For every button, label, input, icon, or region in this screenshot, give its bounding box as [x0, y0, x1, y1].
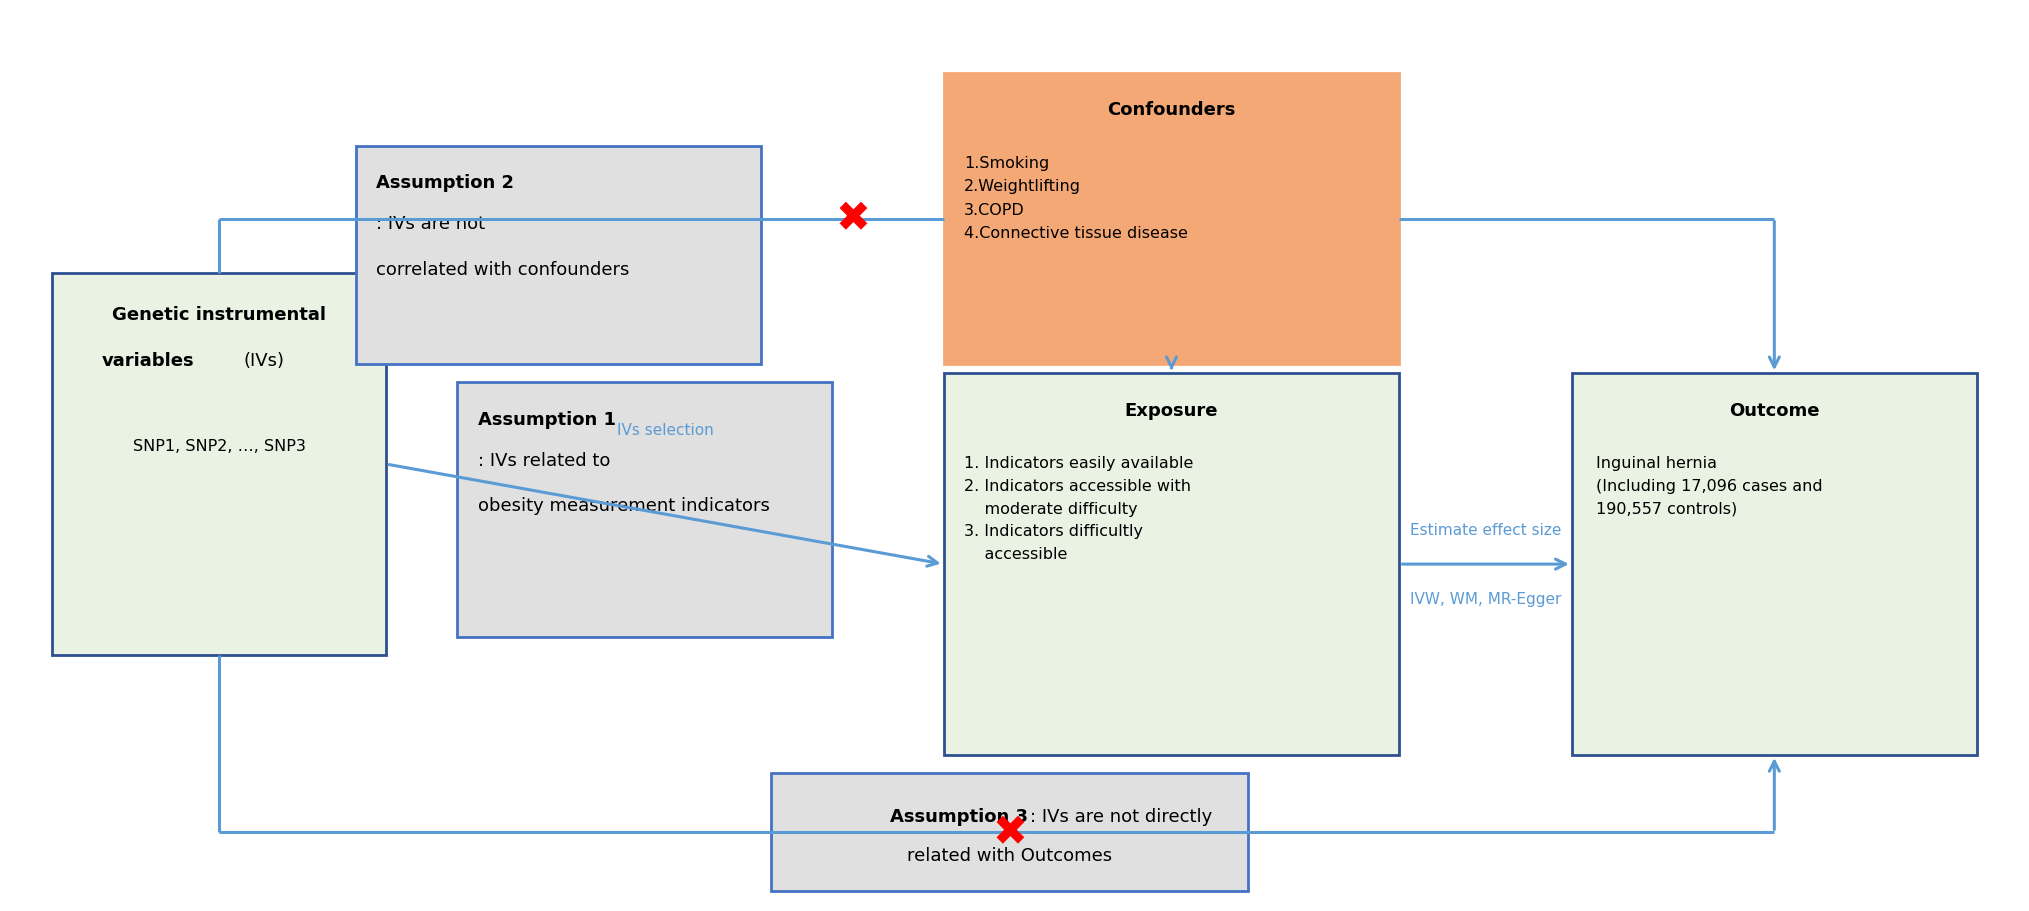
Text: ✖: ✖	[836, 199, 870, 241]
Text: Estimate effect size: Estimate effect size	[1410, 522, 1560, 537]
Text: Inguinal hernia
(Including 17,096 cases and
190,557 controls): Inguinal hernia (Including 17,096 cases …	[1597, 456, 1822, 516]
Text: : IVs are not directly: : IVs are not directly	[1031, 807, 1211, 825]
Text: correlated with confounders: correlated with confounders	[375, 261, 629, 278]
Text: : IVs are not: : IVs are not	[375, 215, 485, 233]
FancyBboxPatch shape	[943, 374, 1400, 755]
FancyBboxPatch shape	[457, 383, 832, 637]
Text: Assumption 3: Assumption 3	[891, 807, 1029, 825]
Text: IVW, WM, MR-Egger: IVW, WM, MR-Egger	[1410, 592, 1560, 607]
Text: related with Outcomes: related with Outcomes	[907, 846, 1112, 865]
FancyBboxPatch shape	[771, 773, 1248, 892]
Text: obesity measurement indicators: obesity measurement indicators	[477, 496, 769, 515]
Text: (IVs): (IVs)	[243, 351, 284, 369]
Text: 1.Smoking
2.Weightlifting
3.COPD
4.Connective tissue disease: 1.Smoking 2.Weightlifting 3.COPD 4.Conne…	[964, 156, 1187, 241]
FancyBboxPatch shape	[943, 74, 1400, 364]
Text: Exposure: Exposure	[1124, 401, 1217, 419]
Text: Assumption 1: Assumption 1	[477, 410, 615, 428]
Text: Assumption 2: Assumption 2	[375, 174, 513, 192]
Text: IVs selection: IVs selection	[617, 423, 714, 437]
Text: : IVs related to: : IVs related to	[477, 451, 611, 469]
FancyBboxPatch shape	[53, 274, 386, 655]
Text: 1. Indicators easily available
2. Indicators accessible with
    moderate diffic: 1. Indicators easily available 2. Indica…	[964, 456, 1193, 561]
FancyBboxPatch shape	[355, 147, 761, 364]
Text: SNP1, SNP2, …, SNP3: SNP1, SNP2, …, SNP3	[132, 439, 306, 454]
Text: ✖: ✖	[992, 812, 1027, 854]
Text: Confounders: Confounders	[1108, 101, 1236, 119]
Text: Outcome: Outcome	[1729, 401, 1820, 419]
Text: variables: variables	[101, 351, 195, 369]
Text: Genetic instrumental: Genetic instrumental	[112, 306, 327, 323]
FancyBboxPatch shape	[1572, 374, 1976, 755]
